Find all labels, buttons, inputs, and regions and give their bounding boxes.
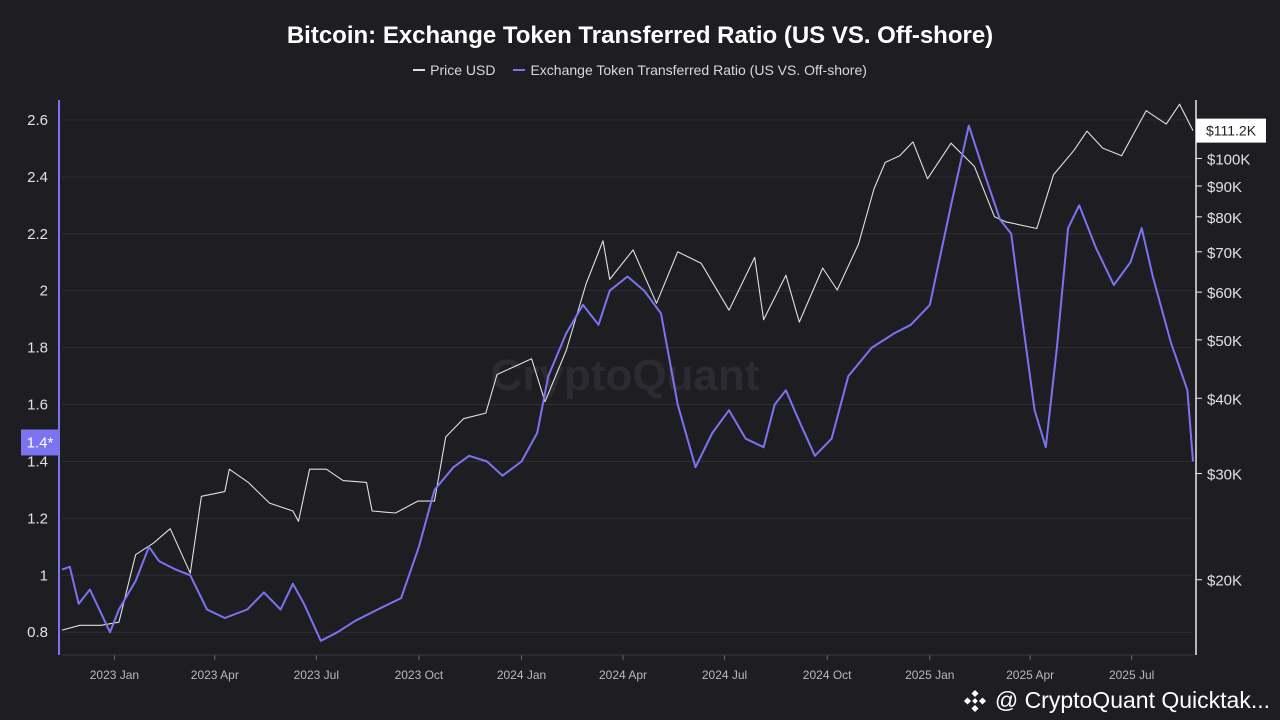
legend-item-ratio[interactable]: Exchange Token Transferred Ratio (US VS.… [513,62,867,78]
right-tick-label: $100K [1207,151,1250,168]
left-tick-label: 0.8 [27,624,48,641]
legend-swatch-price [413,69,426,71]
x-tick-label: 2025 Jul [1109,668,1154,682]
x-tick-label: 2024 Jul [702,668,747,682]
left-tick-label: 2 [40,283,48,300]
left-tick-label: 1.2 [27,510,48,527]
grid-layer [62,119,1193,633]
right-tick-label: $20K [1207,573,1242,590]
price-current-marker-label: $111.2K [1206,123,1257,139]
right-tick-label: $70K [1207,245,1242,262]
x-tick-label: 2023 Jan [90,668,139,682]
legend: Price USD Exchange Token Transferred Rat… [0,62,1280,78]
left-tick-label: 1.8 [27,340,48,357]
x-tick-label: 2025 Apr [1006,668,1054,682]
axis-layer: 0.8 1 1.2 1.4 1.6 1.8 2 2.2 2.4 2.6 2023 Jan 2023 A… [27,100,1250,682]
legend-swatch-ratio [513,69,526,71]
x-tick-label: 2023 Jul [294,668,339,682]
ratio-current-marker-label: 1.4* [27,434,54,451]
marker-layer: 1.4* $111.2K [21,118,1266,456]
right-tick-label: $40K [1207,391,1242,408]
left-tick-label: 2.6 [27,112,48,129]
left-tick-label: 2.2 [27,226,48,243]
series-layer [61,103,1194,642]
right-tick-label: $30K [1207,467,1242,484]
binance-diamond-icon [963,689,986,712]
footer-brand-text: @ CryptoQuant Quicktak... [994,687,1270,713]
price-current-marker-bg [1196,118,1266,143]
legend-item-price[interactable]: Price USD [413,62,495,78]
x-tick-label: 2023 Oct [395,668,444,682]
right-tick-label: $60K [1207,285,1242,302]
ratio-current-marker-bg [21,429,59,456]
x-tick-label: 2023 Apr [191,668,239,682]
left-tick-label: 1.6 [27,397,48,414]
ratio-series-line [61,124,1194,642]
legend-label-ratio: Exchange Token Transferred Ratio (US VS.… [530,62,867,78]
x-tick-label: 2025 Jan [905,668,954,682]
x-tick-label: 2024 Apr [599,668,647,682]
right-tick-label: $90K [1207,179,1242,196]
footer-brand: @ CryptoQuant Quicktak... [963,687,1270,714]
right-tick-label: $50K [1207,333,1242,350]
left-tick-label: 2.4 [27,169,48,186]
x-tick-label: 2024 Oct [803,668,852,682]
left-tick-label: 1 [40,567,48,584]
left-tick-label: 1.4 [27,453,48,470]
x-tick-label: 2024 Jan [497,668,546,682]
legend-label-price: Price USD [430,62,496,78]
right-tick-label: $80K [1207,210,1242,227]
watermark-text: CryptoQuant [491,351,760,400]
chart-title: Bitcoin: Exchange Token Transferred Rati… [286,22,994,49]
